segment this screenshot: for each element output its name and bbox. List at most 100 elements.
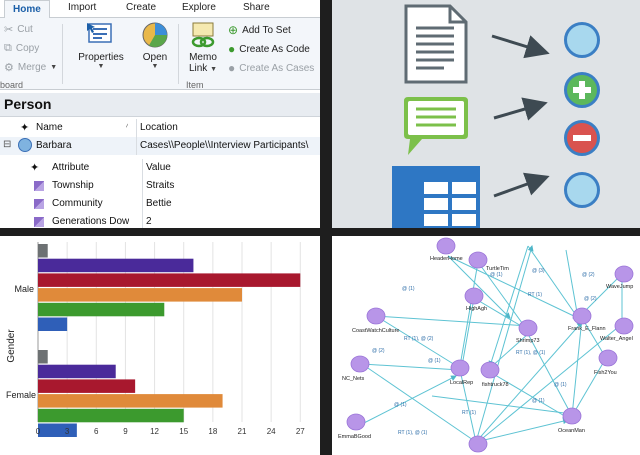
add-circle-icon xyxy=(564,72,600,108)
open-button[interactable]: Open ▼ xyxy=(136,21,174,70)
network-node[interactable] xyxy=(480,361,500,379)
edge xyxy=(475,245,534,443)
attribute-value[interactable]: Bettie xyxy=(146,198,172,209)
edge-label: @ (1) xyxy=(532,398,545,404)
network-node[interactable] xyxy=(598,349,618,367)
edge-label: RT (1), @ (1) xyxy=(398,430,428,436)
network-node[interactable] xyxy=(468,251,488,269)
chart-bar xyxy=(38,364,116,379)
merge-button[interactable]: ⚙ Merge ▼ xyxy=(4,61,57,74)
attribute-icon xyxy=(34,181,44,191)
edge xyxy=(457,261,479,367)
pin-icon: ✦ xyxy=(20,122,30,134)
edge-label: @ (1) xyxy=(428,358,441,364)
network-node[interactable] xyxy=(346,413,366,431)
add-to-set-button[interactable]: ⊕ Add To Set xyxy=(228,23,291,37)
tab-share[interactable]: Share xyxy=(243,2,270,13)
chart-bar xyxy=(38,273,301,287)
merge-label: Merge xyxy=(17,62,47,73)
edge-label: RT (1) xyxy=(528,292,542,298)
tab-explore[interactable]: Explore xyxy=(182,2,216,13)
node-label: HeaderHome xyxy=(430,256,463,262)
cut-button[interactable]: ✂ Cut xyxy=(4,23,33,36)
gender-bar-chart: 0 3 6 9 12 15 18 21 24 27 Gender Male Female xyxy=(0,236,320,455)
network-node[interactable] xyxy=(614,317,634,335)
edge xyxy=(475,321,583,443)
network-graph-svg: @ (1) @ (1) @ (3) @ (2) RT (1), @ (2) RT… xyxy=(338,237,634,453)
table-row[interactable]: Community Bettie xyxy=(24,195,320,213)
edge-label: @ (1) xyxy=(402,286,415,292)
open-icon xyxy=(142,22,168,48)
edge xyxy=(459,369,478,443)
network-node[interactable] xyxy=(450,359,470,377)
create-as-code-button[interactable]: ● Create As Code xyxy=(228,42,310,56)
tab-create[interactable]: Create xyxy=(126,2,157,13)
copy-button[interactable]: ⧉ Copy xyxy=(4,42,39,55)
column-divider xyxy=(136,137,137,155)
cut-label: Cut xyxy=(17,24,33,35)
network-node[interactable] xyxy=(468,435,488,453)
column-divider xyxy=(136,119,137,137)
case-name: Barbara xyxy=(36,140,72,151)
pin-icon: ✦ xyxy=(30,162,40,174)
table-row[interactable]: Generations Dow 2 xyxy=(24,213,320,228)
edge xyxy=(488,245,529,367)
create-as-cases-button[interactable]: ● Create As Cases xyxy=(228,61,314,75)
table-row[interactable]: ⊟ Barbara Cases\\People\\Interview Parti… xyxy=(0,137,320,155)
memo-link-button[interactable]: Memo Link ▼ xyxy=(184,21,222,74)
network-node[interactable] xyxy=(562,407,582,425)
edge xyxy=(447,255,511,319)
properties-icon xyxy=(87,23,112,43)
attribute-value[interactable]: 2 xyxy=(146,216,152,227)
page-title: Person xyxy=(4,96,52,112)
table-row[interactable]: Township Straits xyxy=(24,177,320,195)
edge xyxy=(581,273,623,315)
x-tick-label: 18 xyxy=(208,427,217,436)
collapse-icon[interactable]: ⊟ xyxy=(3,139,12,150)
tab-import[interactable]: Import xyxy=(68,2,97,13)
node-label: TurtleTim xyxy=(486,266,509,272)
attribute-header: ✦ Attribute Value xyxy=(24,159,320,177)
network-node[interactable] xyxy=(464,287,484,305)
edge xyxy=(431,395,573,417)
network-node[interactable] xyxy=(518,319,538,337)
node-circle-icon xyxy=(564,22,600,58)
column-divider xyxy=(142,213,143,228)
chart-bar xyxy=(38,408,184,423)
network-node[interactable] xyxy=(350,355,370,373)
arrow-icon xyxy=(493,172,550,198)
network-node[interactable] xyxy=(366,307,386,325)
edge-label: RT (1) xyxy=(462,410,476,416)
column-header-attribute[interactable]: Attribute xyxy=(52,162,90,173)
network-node[interactable] xyxy=(572,307,592,325)
network-node[interactable] xyxy=(614,265,634,283)
case-location: Cases\\People\\Interview Participants\ xyxy=(140,140,309,151)
column-header-name[interactable]: Name xyxy=(36,122,63,133)
sort-icon: ⁄ xyxy=(126,122,128,133)
copy-icon: ⧉ xyxy=(4,42,12,54)
attribute-icon xyxy=(34,199,44,209)
ribbon-tabs: Home Import Create Explore Share xyxy=(0,0,320,19)
create-as-cases-label: Create As Cases xyxy=(239,62,315,74)
attribute-value[interactable]: Straits xyxy=(146,180,175,191)
node-label: CoastWatchCulture xyxy=(352,328,399,334)
node-label: HighAgh xyxy=(466,306,487,312)
properties-button[interactable]: Properties ▼ xyxy=(72,21,130,70)
chart-bar xyxy=(38,394,223,408)
network-node[interactable] xyxy=(436,237,456,255)
chart-bar xyxy=(38,258,194,273)
arrows-layer xyxy=(491,34,550,198)
edge xyxy=(569,317,583,417)
attribute-name: Generations Dow xyxy=(52,216,130,227)
edge xyxy=(375,315,529,329)
link-label: Link ▼ xyxy=(188,63,218,74)
column-header-value[interactable]: Value xyxy=(146,162,171,173)
person-icon xyxy=(18,138,32,152)
column-divider xyxy=(142,159,143,177)
column-header-location[interactable]: Location xyxy=(140,122,178,133)
y-axis-label: Gender xyxy=(6,329,17,363)
column-divider xyxy=(142,195,143,213)
edge-label: @ (2) xyxy=(372,348,385,354)
node-label: Fish2You xyxy=(594,370,617,376)
tab-home[interactable]: Home xyxy=(4,0,50,19)
